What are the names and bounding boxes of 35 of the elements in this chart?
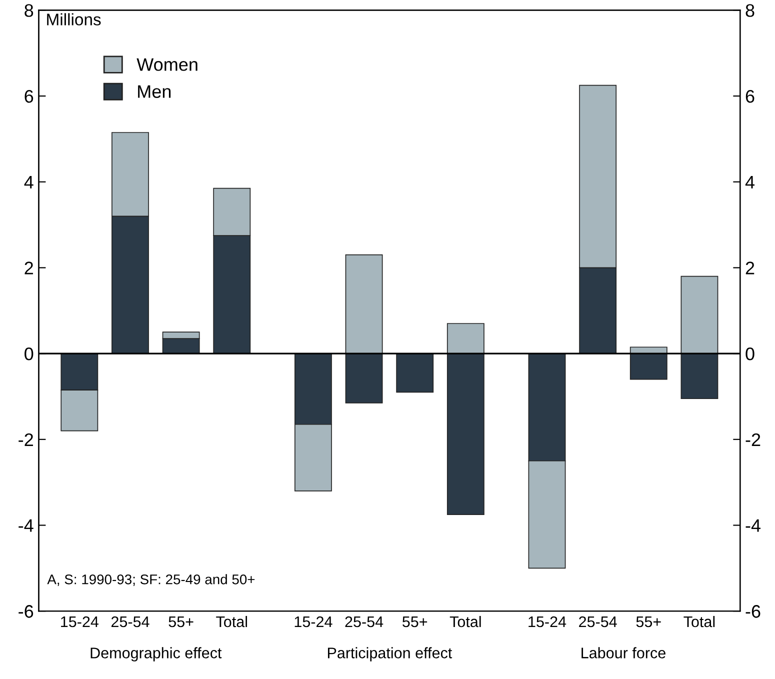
y2-tick-label: 6 bbox=[746, 90, 754, 103]
y-tick-label: -2 bbox=[18, 433, 33, 446]
y2-tick-label: 0 bbox=[746, 348, 754, 360]
y-tick-label: 2 bbox=[24, 262, 33, 274]
legend-label: Men bbox=[138, 85, 171, 98]
text: Demographic effect bbox=[90, 647, 222, 662]
x-tick-label: 25-54 bbox=[111, 616, 150, 628]
y2-tick-label: 4 bbox=[745, 176, 754, 188]
x-tick-label: 55+ bbox=[636, 616, 661, 628]
x-tick-label: 15-24 bbox=[61, 616, 98, 628]
y2-tick-label: -2 bbox=[746, 433, 760, 446]
x-tick-label: 15-24 bbox=[528, 616, 566, 628]
x-tick-label: 25-54 bbox=[345, 616, 384, 628]
x-tick-label: Total bbox=[684, 616, 715, 628]
y-tick-label: 4 bbox=[24, 176, 34, 188]
y-axis-title: Millions bbox=[47, 13, 101, 26]
y-tick-label: -4 bbox=[18, 519, 34, 532]
y2-tick-label: 2 bbox=[746, 262, 754, 274]
y-tick-label: 0 bbox=[24, 348, 34, 360]
y-tick-label: -6 bbox=[18, 605, 34, 618]
text: Labour force bbox=[582, 647, 666, 658]
x-tick-label: 15-24 bbox=[294, 616, 332, 628]
x-tick-label: Total bbox=[216, 616, 247, 628]
y2-tick-label: 8 bbox=[746, 4, 754, 17]
y2-tick-label: -4 bbox=[746, 519, 761, 532]
x-tick-label: 55+ bbox=[402, 616, 428, 628]
y2-tick-label: -6 bbox=[746, 605, 760, 618]
y-tick-label: 8 bbox=[24, 4, 34, 17]
annotation: A, S: 1990-93; SF: 25-49 and 50+ bbox=[47, 574, 255, 586]
x-tick-label: 55+ bbox=[168, 616, 194, 628]
x-tick-label: 25-54 bbox=[579, 616, 617, 628]
legend-label: Women bbox=[136, 58, 198, 71]
text: Participation effect bbox=[328, 647, 452, 662]
x-tick-label: Total bbox=[450, 616, 481, 628]
y-tick-label: 6 bbox=[24, 90, 34, 103]
